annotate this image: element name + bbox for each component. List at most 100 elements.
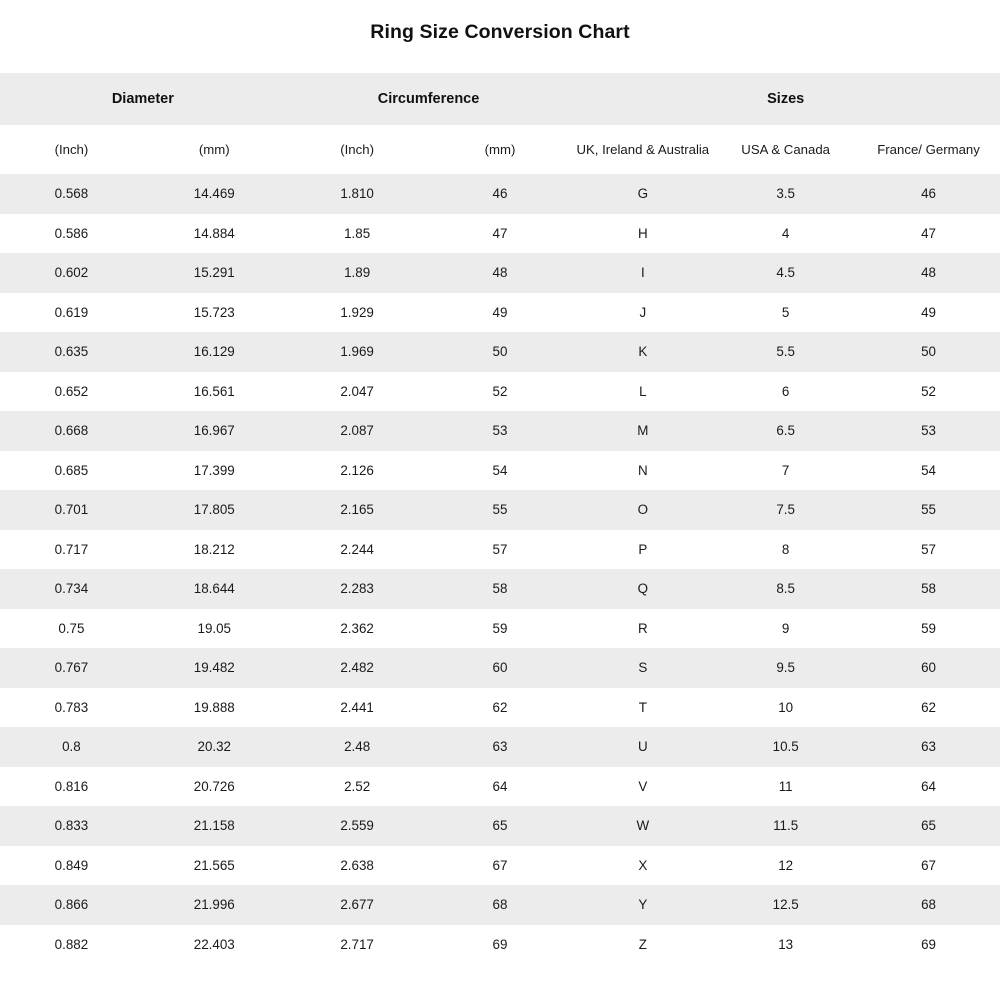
group-header-row: Diameter Circumference Sizes <box>0 73 1000 126</box>
table-row: 0.767 19.482 2.482 60 S 9.5 60 <box>0 648 1000 688</box>
table-cell: 2.52 <box>344 778 371 794</box>
table-cell: 2.126 <box>340 462 374 478</box>
table-cell: 2.165 <box>340 502 374 518</box>
table-cell: 60 <box>921 660 936 676</box>
table-cell: 14.469 <box>193 186 235 202</box>
table-cell: 62 <box>492 699 508 715</box>
table-cell: V <box>638 778 648 794</box>
table-row: 0.652 16.561 2.047 52 L 6 52 <box>0 371 1000 412</box>
table-cell: 8 <box>781 541 790 557</box>
table-cell: 16.967 <box>193 423 235 439</box>
table-cell: 5 <box>781 304 790 320</box>
table-row: 0.816 20.726 2.52 64 V 11 64 <box>0 766 1000 807</box>
table-cell: 1.85 <box>344 225 371 241</box>
table-cell: 59 <box>492 620 508 636</box>
table-row: 0.866 21.996 2.677 68 Y 12.5 68 <box>0 885 1000 925</box>
table-cell: 4.5 <box>776 265 795 281</box>
table-cell: K <box>638 344 648 360</box>
table-cell: 0.8 <box>62 739 81 755</box>
table-cell: 2.48 <box>344 739 371 755</box>
table-cell: 65 <box>492 818 508 834</box>
table-cell: 11 <box>778 778 793 794</box>
table-cell: 10 <box>778 699 794 715</box>
table-cell: 0.882 <box>54 936 89 952</box>
table-cell: 18.644 <box>193 581 235 597</box>
table-cell: 55 <box>921 502 936 518</box>
table-cell: 46 <box>921 186 936 202</box>
table-cell: 2.087 <box>340 423 374 439</box>
table-cell: 69 <box>492 936 508 952</box>
table-cell: 64 <box>492 778 508 794</box>
table-row: 0.701 17.805 2.165 55 O 7.5 55 <box>0 490 1000 530</box>
table-cell: 0.701 <box>54 502 89 518</box>
table-cell: 49 <box>492 304 508 320</box>
table-cell: 47 <box>921 225 936 241</box>
table-row: 0.586 14.884 1.85 47 H 4 47 <box>0 213 1000 254</box>
table-cell: 16.129 <box>193 344 235 360</box>
table-cell: 55 <box>492 502 508 518</box>
table-cell: 0.602 <box>54 265 89 281</box>
table-cell: T <box>638 699 647 715</box>
table-cell: N <box>637 462 648 478</box>
table-cell: 1.969 <box>340 344 374 360</box>
page-title: Ring Size Conversion Chart <box>370 21 630 43</box>
table-cell: S <box>638 660 648 676</box>
table-cell: 0.717 <box>54 541 89 557</box>
table-cell: W <box>636 818 650 834</box>
table-cell: 2.441 <box>340 699 374 715</box>
group-header-cell: Circumference <box>377 91 480 108</box>
table-cell: 0.849 <box>54 857 89 873</box>
table-cell: Z <box>638 936 647 952</box>
table-cell: 15.291 <box>193 265 235 281</box>
column-header-cell: (Inch) <box>340 141 374 157</box>
table-cell: 47 <box>492 225 508 241</box>
table-cell: 64 <box>921 778 936 794</box>
table-cell: 1.929 <box>340 304 374 320</box>
table-cell: 2.717 <box>340 936 374 952</box>
table-cell: 53 <box>492 423 508 439</box>
table-cell: 22.403 <box>193 936 235 952</box>
table-row: 0.717 18.212 2.244 57 P 8 57 <box>0 529 1000 570</box>
table-cell: 9 <box>781 620 790 636</box>
table-cell: 0.866 <box>54 897 89 913</box>
table-cell: 21.565 <box>193 857 235 873</box>
table-cell: Q <box>637 581 649 597</box>
table-cell: 5.5 <box>776 344 795 360</box>
table-cell: 57 <box>492 541 508 557</box>
table-cell: 2.638 <box>340 857 374 873</box>
table-cell: 0.635 <box>54 344 89 360</box>
table-body: 0.568 14.469 1.810 46 G 3.5 46 0.586 14.884 1.85 4… <box>0 174 1000 965</box>
table-row: 0.783 19.888 2.441 62 T 10 62 <box>0 687 1000 728</box>
table-cell: 12.5 <box>772 897 799 913</box>
table-cell: 1.89 <box>344 265 371 281</box>
table-cell: 20.726 <box>193 778 235 794</box>
table-cell: 4 <box>781 225 790 241</box>
table-cell: 0.652 <box>54 383 89 399</box>
table-cell: 50 <box>921 344 936 360</box>
table-cell: 14.884 <box>193 225 235 241</box>
table-cell: 46 <box>492 186 508 202</box>
table-cell: 63 <box>492 739 508 755</box>
table-cell: 67 <box>921 857 936 873</box>
table-cell: 63 <box>921 739 936 755</box>
table-cell: 0.833 <box>54 818 89 834</box>
table-cell: 12 <box>778 857 794 873</box>
table-cell: L <box>639 383 647 399</box>
table-row: 0.833 21.158 2.559 65 W 11.5 65 <box>0 806 1000 846</box>
table-cell: H <box>637 225 648 241</box>
table-cell: 7 <box>781 462 790 478</box>
table-cell: 2.244 <box>340 541 374 557</box>
table-cell: 19.482 <box>193 660 235 676</box>
table-cell: 0.783 <box>54 699 89 715</box>
table-cell: 0.685 <box>54 462 89 478</box>
table-row: 0.685 17.399 2.126 54 N 7 54 <box>0 450 1000 491</box>
table-cell: R <box>637 620 648 636</box>
table-cell: 50 <box>492 344 508 360</box>
table-cell: O <box>637 502 649 518</box>
table-cell: 58 <box>492 581 508 597</box>
table-cell: 17.399 <box>193 462 235 478</box>
table-cell: 15.723 <box>193 304 235 320</box>
table-cell: 21.996 <box>193 897 235 913</box>
table-cell: 9.5 <box>776 660 795 676</box>
